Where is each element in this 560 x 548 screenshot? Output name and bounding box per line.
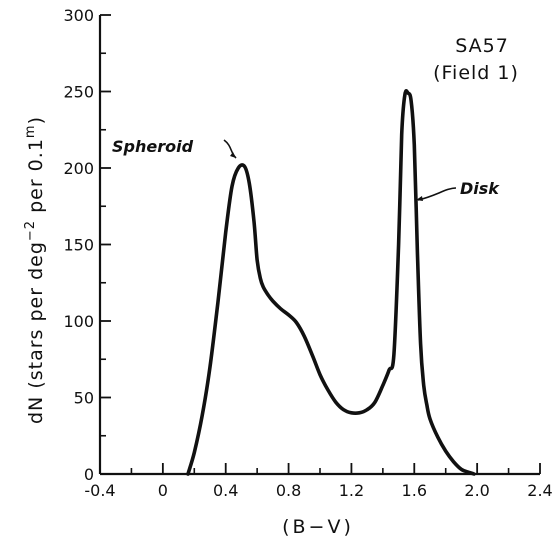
spheroid-arrowhead: [230, 152, 236, 158]
x-tick-label: 2.4: [527, 481, 552, 500]
disk-pointer: [417, 187, 457, 201]
annotation-disk: Disk: [460, 179, 500, 198]
y-tick-label: 300: [63, 6, 94, 25]
y-tick-label: 250: [63, 83, 94, 102]
y-axis-title-sup2: m: [23, 124, 38, 138]
x-tick-label: 0.4: [213, 481, 238, 500]
y-tick-label: 0: [84, 465, 94, 484]
y-axis-title: dN (stars per deg−2 per 0.1m): [23, 116, 47, 424]
x-tick-label: 0: [158, 481, 168, 500]
annotation-spheroid: Spheroid: [112, 137, 194, 156]
axis-ticks: [99, 14, 541, 475]
x-tick-label: -0.4: [84, 481, 115, 500]
annotation-field: (Field 1): [433, 62, 519, 84]
x-axis-title: (B−V): [282, 516, 354, 538]
y-tick-labels: 0 50 100 150 200 250 300: [63, 6, 94, 484]
x-tick-label: 2.0: [464, 481, 489, 500]
x-tick-labels: -0.4 0 0.4 0.8 1.2 1.6 2.0 2.4: [84, 481, 552, 500]
x-tick-label: 1.2: [339, 481, 364, 500]
y-tick-label: 150: [63, 236, 94, 255]
x-tick-label: 0.8: [276, 481, 301, 500]
y-axis-title-sup: −2: [23, 220, 38, 241]
y-axis-title-part1: dN (stars per deg: [25, 241, 47, 424]
y-tick-label: 50: [74, 389, 94, 408]
annotation-sa57: SA57: [455, 35, 509, 57]
data-series-line: [186, 88, 476, 476]
y-axis-title-part2: per 0.1: [25, 138, 47, 220]
disk-arrowhead: [416, 196, 423, 201]
y-tick-label: 200: [63, 159, 94, 178]
x-tick-label: 1.6: [402, 481, 427, 500]
y-axis-title-part3: ): [25, 116, 47, 124]
y-tick-label: 100: [63, 312, 94, 331]
